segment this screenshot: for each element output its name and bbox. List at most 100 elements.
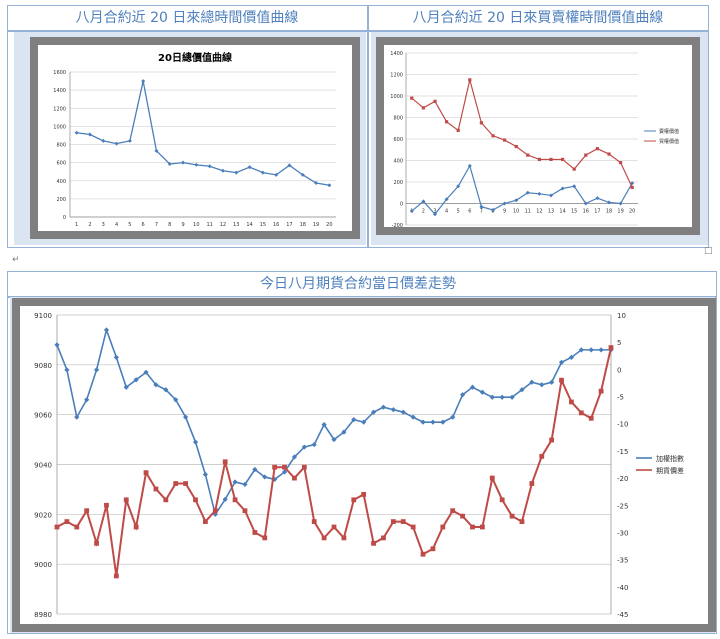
data-point: [143, 470, 149, 476]
data-point: [311, 519, 317, 524]
data-point: [607, 200, 611, 205]
data-point: [272, 464, 278, 470]
x-tick-label: 19: [617, 209, 623, 215]
data-point: [341, 429, 347, 435]
series-line: [411, 164, 633, 216]
data-point: [595, 196, 600, 201]
data-point: [234, 170, 239, 175]
data-point: [252, 530, 258, 535]
x-tick-label: 11: [206, 222, 212, 228]
data-point: [127, 138, 132, 143]
x-tick-label: 4: [115, 222, 118, 228]
data-point: [479, 121, 483, 125]
data-point: [54, 524, 60, 530]
data-point: [410, 414, 416, 420]
data-point: [84, 508, 90, 514]
data-point: [514, 198, 519, 203]
data-point: [470, 524, 475, 530]
y-left-tick-label: 9020: [34, 511, 52, 519]
legend-label: 加權指數: [656, 454, 684, 463]
x-tick-label: 14: [559, 209, 565, 215]
x-tick-label: 13: [548, 209, 554, 215]
data-point: [514, 144, 518, 149]
chart-call-put-value: -200020040060080010001200140012345678910…: [376, 37, 700, 235]
data-point: [588, 415, 594, 421]
data-point: [133, 524, 139, 530]
y-right-tick-label: -15: [617, 448, 628, 456]
data-point: [608, 345, 614, 351]
data-point: [314, 181, 319, 186]
data-point: [440, 524, 446, 530]
x-tick-label: 4: [445, 209, 448, 215]
y-tick-label: -200: [392, 223, 403, 229]
data-point: [559, 377, 564, 383]
data-point: [468, 78, 472, 82]
data-point: [583, 201, 588, 206]
data-point: [163, 497, 169, 503]
data-point: [456, 184, 461, 189]
y-tick-label: 0: [63, 215, 66, 221]
data-point: [578, 410, 584, 416]
y-left-tick-label: 9040: [34, 462, 52, 470]
data-point: [341, 535, 347, 541]
data-point: [74, 130, 79, 135]
y-tick-label: 800: [56, 143, 66, 149]
data-point: [84, 397, 90, 403]
top-table-divider: [367, 5, 369, 248]
series-line: [411, 79, 633, 188]
data-point: [321, 535, 327, 541]
data-point: [499, 497, 505, 503]
y-right-tick-label: -10: [617, 421, 628, 429]
data-point: [351, 497, 357, 503]
x-tick-label: 15: [260, 222, 266, 228]
data-point: [380, 404, 387, 410]
data-point: [572, 167, 576, 171]
data-point: [479, 524, 485, 530]
data-point: [113, 573, 119, 579]
data-point: [123, 497, 129, 503]
bottom-header: 今日八月期貨合約當日價差走勢: [7, 272, 709, 296]
data-point: [539, 382, 545, 388]
x-tick-label: 12: [536, 209, 542, 215]
data-point: [173, 481, 179, 486]
data-point: [430, 419, 436, 425]
plot-background: [384, 45, 692, 227]
x-tick-label: 6: [142, 222, 145, 228]
legend-label: 賣權價值: [659, 128, 679, 135]
y-tick-label: 200: [56, 197, 66, 203]
y-tick-label: 1200: [53, 106, 66, 112]
x-tick-label: 7: [480, 209, 483, 215]
x-tick-label: 1: [75, 222, 78, 228]
data-point: [202, 471, 208, 478]
y-right-tick-label: 10: [617, 312, 626, 320]
x-tick-label: 6: [468, 209, 471, 215]
data-point: [549, 157, 553, 162]
y-right-tick-label: -20: [617, 475, 628, 483]
y-tick-label: 1600: [53, 70, 66, 76]
data-point: [526, 153, 530, 157]
paragraph-mark: ↵: [12, 255, 20, 265]
data-point: [529, 481, 535, 486]
data-point: [361, 419, 367, 425]
y-tick-label: 200: [393, 180, 403, 186]
data-point: [247, 165, 252, 170]
data-point: [450, 508, 456, 514]
x-tick-label: 14: [246, 222, 252, 228]
y-left-tick-label: 9000: [34, 561, 52, 569]
data-point: [595, 147, 599, 151]
top-right-header: 八月合約近 20 日來買賣權時間價值曲線: [368, 6, 708, 30]
x-tick-label: 18: [606, 209, 612, 215]
data-point: [327, 183, 332, 188]
legend-label: 期貨價差: [656, 466, 684, 475]
data-point: [220, 168, 225, 173]
data-point: [569, 399, 574, 405]
plot-background: [20, 306, 708, 624]
data-point: [430, 546, 436, 552]
x-tick-label: 17: [594, 209, 600, 215]
data-point: [272, 476, 278, 483]
data-point: [549, 437, 555, 443]
data-point: [113, 354, 119, 360]
x-tick-label: 20: [326, 222, 332, 228]
plot-background: [38, 45, 352, 231]
